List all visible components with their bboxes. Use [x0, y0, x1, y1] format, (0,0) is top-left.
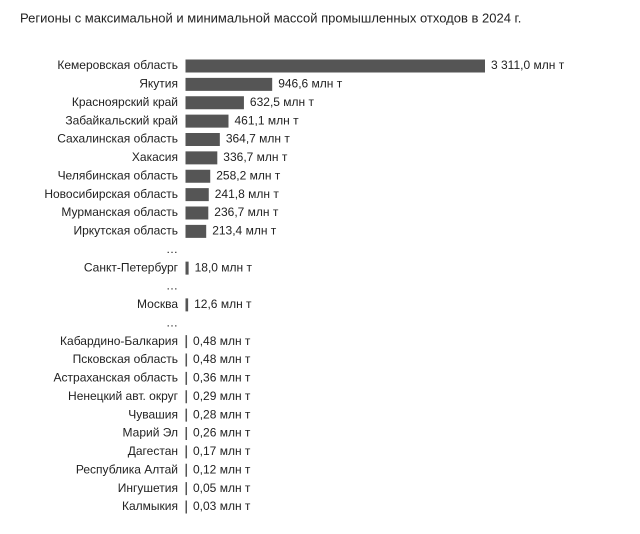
bar-base	[185, 169, 187, 183]
y-tick-label: Сахалинская область	[57, 132, 178, 146]
bar-base	[185, 114, 187, 128]
bar	[187, 59, 485, 73]
data-label: 946,6 млн т	[278, 77, 343, 91]
bar	[187, 298, 189, 312]
y-tick-label: Санкт-Петербург	[84, 260, 179, 274]
bar-base	[185, 298, 187, 312]
bar-base	[185, 59, 187, 73]
bar	[187, 133, 220, 146]
y-tick-label: Республика Алтай	[76, 462, 178, 476]
y-tick-label: Кемеровская область	[57, 58, 178, 72]
bar-base	[185, 371, 187, 385]
bar	[187, 151, 218, 165]
y-tick-label: Ингушетия	[118, 481, 178, 495]
data-label: 0,03 млн т	[193, 499, 251, 513]
y-tick-label: Хакасия	[132, 150, 178, 164]
y-tick-label: Челябинская область	[58, 168, 178, 182]
data-label: 18,0 млн т	[195, 260, 253, 274]
data-label: 364,7 млн т	[226, 132, 291, 146]
y-tick-label: Астраханская область	[54, 371, 178, 385]
bar	[187, 206, 209, 220]
data-label: 0,48 млн т	[193, 352, 251, 366]
y-tick-label: …	[166, 279, 178, 293]
bar-base	[185, 500, 187, 514]
data-label: 0,17 млн т	[193, 444, 251, 458]
y-tick-label: Чувашия	[128, 407, 178, 421]
y-tick-label: Мурманская область	[61, 205, 178, 219]
y-tick-label: Красноярский край	[72, 95, 178, 109]
bar-base	[185, 408, 187, 422]
data-label: 0,36 млн т	[193, 371, 251, 385]
y-tick-label: Кабардино-Балкария	[60, 334, 178, 348]
y-tick-label: Забайкальский край	[65, 113, 178, 127]
bar-base	[185, 261, 187, 275]
y-tick-label: Иркутская область	[74, 224, 179, 238]
bar-base	[185, 335, 187, 349]
data-label: 0,29 млн т	[193, 389, 251, 403]
data-label: 241,8 млн т	[215, 187, 280, 201]
bar-base	[185, 353, 187, 367]
data-label: 258,2 млн т	[216, 168, 281, 182]
data-label: 0,05 млн т	[193, 481, 251, 495]
y-tick-label: Якутия	[139, 77, 178, 91]
data-label: 213,4 млн т	[212, 224, 277, 238]
bar	[187, 77, 273, 91]
bar-base	[185, 151, 187, 165]
bar-base	[185, 133, 187, 146]
y-tick-label: Марий Эл	[123, 426, 178, 440]
bar-base	[185, 77, 187, 91]
bar-base	[185, 390, 187, 404]
y-tick-label: …	[166, 242, 178, 256]
y-tick-label: …	[166, 315, 178, 329]
y-tick-label: Калмыкия	[122, 499, 178, 513]
data-label: 236,7 млн т	[214, 205, 279, 219]
chart-title: Регионы с максимальной и минимальной мас…	[20, 10, 521, 25]
bar	[187, 169, 211, 183]
data-label: 0,28 млн т	[193, 407, 251, 421]
bar-base	[185, 427, 187, 440]
y-tick-label: Новосибирская область	[44, 187, 178, 201]
data-label: 461,1 млн т	[235, 113, 300, 127]
bar-base	[185, 206, 187, 220]
data-label: 632,5 млн т	[250, 95, 315, 109]
y-tick-label: Ненецкий авт. округ	[68, 389, 179, 403]
y-tick-label: Дагестан	[128, 444, 178, 458]
data-label: 0,12 млн т	[193, 462, 251, 476]
bar-base	[185, 445, 187, 459]
y-tick-label: Псковская область	[73, 352, 178, 366]
bar	[187, 96, 244, 110]
bar	[187, 188, 209, 202]
data-label: 0,26 млн т	[193, 426, 251, 440]
bar	[187, 261, 189, 275]
data-label: 0,48 млн т	[193, 334, 251, 348]
bar-base	[185, 482, 187, 496]
data-label: 3 311,0 млн т	[491, 58, 565, 72]
bar-base	[185, 188, 187, 202]
bar	[187, 224, 207, 238]
bar-base	[185, 96, 187, 110]
bar	[187, 114, 229, 128]
data-label: 12,6 млн т	[194, 297, 252, 311]
bar-base	[185, 463, 187, 477]
data-label: 336,7 млн т	[223, 150, 288, 164]
y-tick-label: Москва	[137, 297, 178, 311]
bar-base	[185, 224, 187, 238]
